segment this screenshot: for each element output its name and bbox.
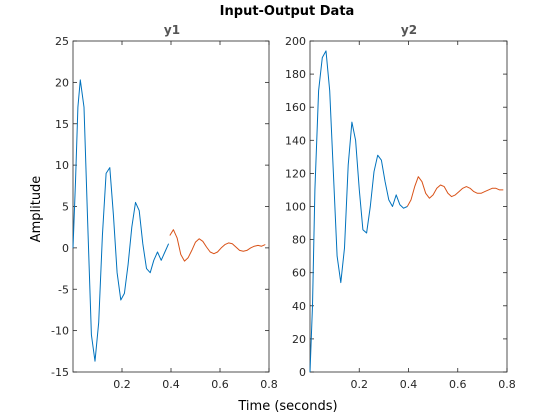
y-tick-label: 25 (55, 35, 69, 48)
x-tick-label: 0.2 (351, 378, 369, 391)
subplot-y2: y2 0 20 40 60 80 100 120 140 160 180 200 0.2 0.4 0.6 0… (285, 23, 516, 391)
subplot-title-y1: y1 (164, 23, 180, 37)
plot-area (309, 40, 508, 373)
y-tick-label: 40 (292, 300, 306, 313)
y-tick-label: 180 (285, 68, 306, 81)
x-tick-label: 0.2 (113, 378, 131, 391)
series-line-validation (169, 229, 266, 262)
y-tick-label: 100 (285, 201, 306, 214)
series-line-estimation (72, 79, 170, 362)
figure-title: Input-Output Data (220, 4, 355, 19)
y-tick-label: 0 (299, 366, 306, 379)
x-axis-label: Time (seconds) (237, 399, 337, 414)
y-tick-label: 60 (292, 267, 306, 280)
y-tick-label: -5 (58, 283, 69, 296)
x-tick-label: 0.6 (449, 378, 467, 391)
subplot-y1: y1 -15 -10 -5 0 5 10 15 20 25 0.2 0.4 0.6 0.8 (51, 23, 278, 391)
y-tick-label: 10 (55, 159, 69, 172)
y-tick-label: 20 (292, 333, 306, 346)
y-tick-label: 200 (285, 35, 306, 48)
plot-area (72, 40, 270, 373)
y-tick-label: 120 (285, 167, 306, 180)
y-tick-label: 80 (292, 234, 306, 247)
y-tick-label: 15 (55, 118, 69, 131)
series-line-validation (406, 176, 504, 207)
y-tick-label: 0 (62, 242, 69, 255)
subplot-title-y2: y2 (401, 23, 417, 37)
y-axis-label: Amplitude (29, 176, 44, 243)
x-tick-label: 0.4 (162, 378, 180, 391)
x-tick-label: 0.4 (400, 378, 418, 391)
y-tick-label: -10 (51, 325, 69, 338)
x-tick-label: 0.8 (498, 378, 516, 391)
y-tick-label: -15 (51, 366, 69, 379)
y-tick-label: 5 (62, 201, 69, 214)
y-tick-label: 20 (55, 76, 69, 89)
series-line-estimation (309, 50, 408, 373)
y-tick-label: 160 (285, 101, 306, 114)
x-tick-label: 0.6 (211, 378, 229, 391)
x-tick-label: 0.8 (260, 378, 278, 391)
y-tick-label: 140 (285, 134, 306, 147)
